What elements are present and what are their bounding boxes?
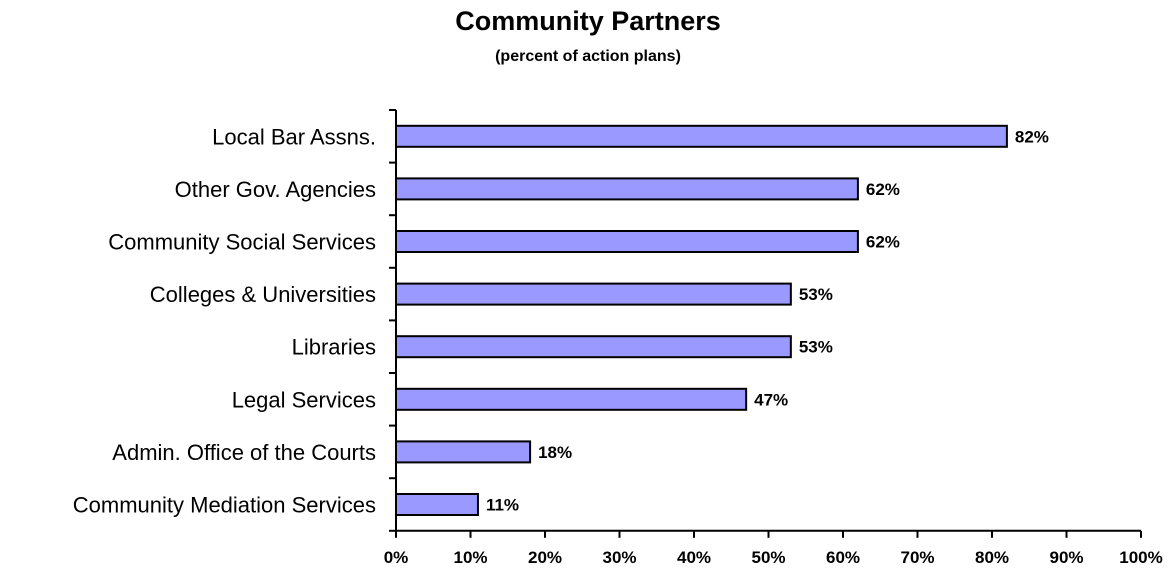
bar [395, 493, 479, 516]
labels-group: Local Bar Assns. 82% Other Gov. Agencies 62… [73, 124, 1163, 567]
x-tick-label: 50% [751, 548, 785, 567]
bars-group [395, 124, 1008, 516]
category-label: Admin. Office of the Courts [112, 440, 376, 465]
x-tick-label: 90% [1049, 548, 1083, 567]
bar [395, 230, 859, 253]
x-tick-label: 0% [384, 548, 409, 567]
x-tick-label: 60% [826, 548, 860, 567]
x-tick-label: 10% [453, 548, 487, 567]
x-tick-label: 20% [528, 548, 562, 567]
bar [395, 387, 748, 411]
x-tick-label: 30% [602, 548, 636, 567]
category-label: Colleges & Universities [150, 282, 376, 307]
value-label: 82% [1015, 127, 1049, 146]
value-label: 11% [486, 496, 519, 515]
bar [395, 440, 532, 464]
x-tick-label: 100% [1119, 548, 1162, 567]
value-label: 53% [799, 338, 833, 357]
x-tick-label: 80% [975, 548, 1009, 567]
x-tick-label: 70% [900, 548, 934, 567]
category-label: Other Gov. Agencies [175, 177, 376, 202]
category-label: Community Social Services [108, 230, 376, 255]
value-label: 47% [754, 390, 788, 409]
bar [395, 282, 792, 306]
chart-title: Community Partners [455, 6, 721, 36]
axes-group [389, 109, 1142, 538]
x-tick-label: 40% [677, 548, 711, 567]
value-label: 62% [866, 180, 900, 199]
bar [395, 177, 859, 201]
category-label: Local Bar Assns. [212, 124, 376, 149]
bar [395, 335, 792, 359]
chart-subtitle: (percent of action plans) [495, 48, 681, 65]
value-label: 53% [799, 285, 833, 304]
category-label: Libraries [292, 335, 376, 360]
value-label: 18% [538, 443, 572, 462]
category-label: Legal Services [232, 387, 376, 412]
bar [395, 124, 1008, 148]
value-label: 62% [866, 233, 900, 252]
category-label: Community Mediation Services [73, 493, 376, 518]
